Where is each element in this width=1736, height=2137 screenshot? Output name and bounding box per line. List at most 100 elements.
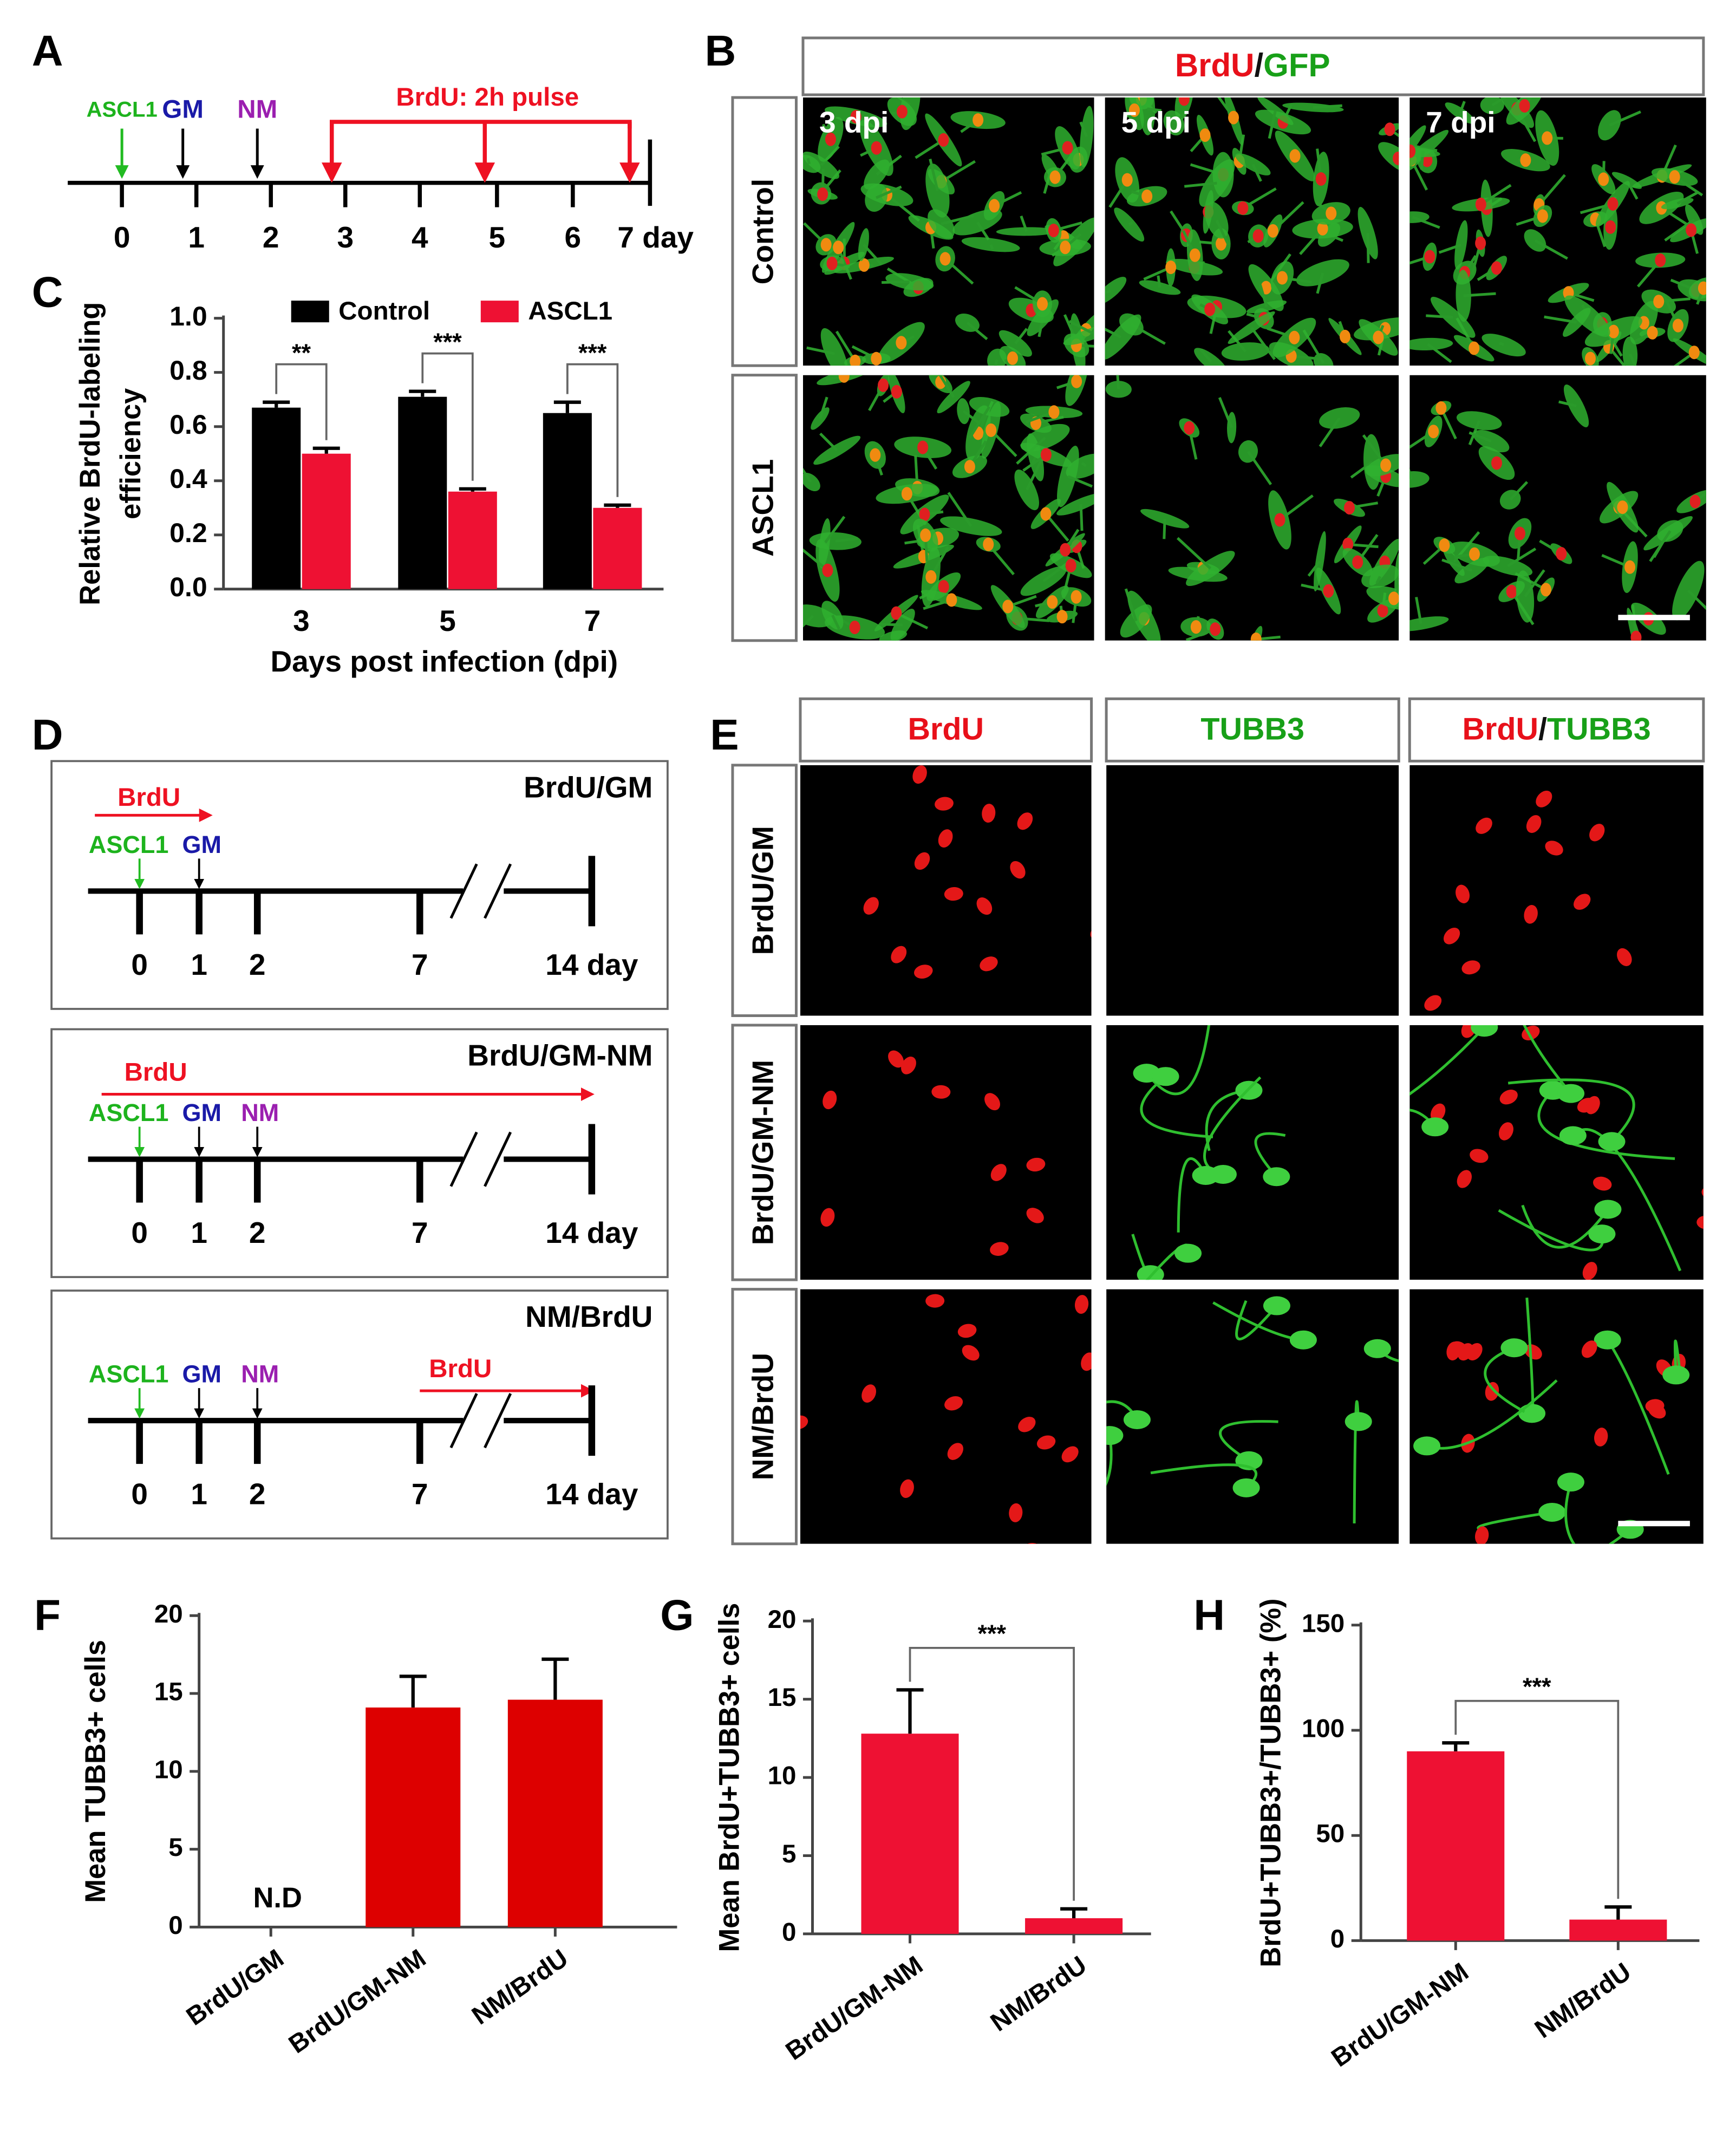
cell-process: [1538, 174, 1566, 206]
scheme-box: [50, 1028, 669, 1278]
nucleus: [1026, 1208, 1044, 1223]
cell-process: [1544, 315, 1577, 324]
neuron-soma: [1263, 1296, 1290, 1315]
y-tick-label: 10: [768, 1762, 797, 1790]
nucleus: [1210, 622, 1221, 636]
error-bar: [399, 1675, 427, 1708]
legend-swatch: [480, 301, 519, 323]
nucleus: [1476, 817, 1492, 834]
nucleus: [1289, 149, 1301, 163]
nucleus: [947, 1443, 963, 1460]
nucleus: [1537, 209, 1548, 223]
nucleus: [863, 897, 879, 915]
header-box: [1408, 697, 1705, 763]
neuron-soma: [1662, 1365, 1690, 1385]
neuron-soma: [1518, 1404, 1546, 1423]
panel-letter: H: [1193, 1591, 1225, 1639]
cell-process: [1409, 430, 1434, 449]
nucleus: [944, 1396, 963, 1411]
legend-label: ASCL1: [528, 297, 612, 325]
cell-body: [1358, 207, 1378, 259]
nucleus: [1049, 170, 1061, 184]
nucleus: [990, 1242, 1009, 1256]
nucleus: [957, 1324, 977, 1338]
panel-letter: D: [32, 711, 63, 759]
nucleus: [986, 423, 997, 437]
cell-process: [1499, 342, 1505, 347]
nucleus: [914, 852, 930, 870]
y-tick-label: 150: [1302, 1609, 1345, 1638]
nucleus: [1574, 894, 1591, 910]
nucleus: [1178, 97, 1190, 106]
nucleus: [1342, 537, 1354, 551]
y-axis-title: Mean TUBB3+ cells: [80, 1640, 112, 1903]
nucleus: [919, 507, 930, 522]
nucleus: [1475, 197, 1486, 211]
neuron-soma: [1500, 1338, 1528, 1358]
marker-label: ASCL1: [89, 1099, 169, 1126]
nucleus: [1617, 948, 1632, 966]
nucleus: [1645, 1399, 1665, 1413]
nucleus: [1474, 1526, 1489, 1544]
error-bar: [1604, 1905, 1632, 1920]
neuron-soma: [1557, 1473, 1584, 1492]
nucleus: [962, 1345, 980, 1361]
cell-process: [1157, 275, 1161, 288]
header: BrdU/TUBB3: [1462, 712, 1650, 747]
cell-process: [962, 410, 980, 425]
bar: [1025, 1918, 1123, 1934]
cell-process: [1199, 348, 1212, 363]
nucleus: [938, 579, 949, 594]
day-label: 6: [565, 220, 582, 254]
nucleus: [1393, 151, 1399, 165]
break-mark: [449, 863, 478, 919]
error-bar: [604, 503, 631, 508]
cell-process: [1375, 576, 1381, 584]
neuron-soma: [1594, 1200, 1622, 1219]
scheme-box: [50, 760, 669, 1010]
significance-bracket: [421, 352, 474, 481]
cell-process: [1068, 320, 1094, 335]
y-axis-title: efficiency: [115, 388, 147, 519]
nucleus: [1204, 302, 1216, 316]
micrograph: [800, 765, 1092, 1016]
nucleus: [944, 887, 963, 901]
y-tick-label: 1.0: [169, 301, 207, 331]
row-label: Control: [746, 179, 779, 285]
nucleus: [1524, 905, 1538, 924]
cell-body: [1282, 102, 1344, 113]
cell-process: [1558, 400, 1577, 407]
cell-process: [941, 160, 976, 183]
nucleus: [888, 1050, 904, 1068]
marker-label: NM: [241, 1360, 279, 1388]
cell-process: [1272, 201, 1304, 232]
header-box: [1105, 697, 1400, 763]
nucleus: [1062, 141, 1073, 155]
micrograph: [800, 1025, 1092, 1280]
header-part: TUBB3: [1547, 712, 1651, 747]
neurite: [1507, 1078, 1635, 1143]
day-label: 0: [131, 948, 148, 981]
nucleus: [935, 797, 954, 811]
cell-process: [1218, 397, 1233, 428]
y-axis-title: Relative BrdU-labeling: [74, 302, 106, 605]
day-label: 2: [249, 948, 266, 981]
cell-body: [1056, 493, 1094, 516]
header: BrdU/GFP: [1175, 47, 1330, 83]
y-tick-label: 10: [154, 1755, 183, 1784]
y-axis-title: Mean BrdU+TUBB3+ cells: [713, 1603, 745, 1952]
day-label: 0: [114, 220, 130, 254]
nucleus: [912, 765, 927, 784]
neurite: [1564, 1481, 1576, 1544]
nucleus: [1373, 330, 1384, 344]
neuron-soma: [1598, 1132, 1626, 1151]
nucleus: [817, 187, 828, 201]
y-tick-label: 0: [1330, 1925, 1345, 1953]
significance-bracket: [909, 1646, 1075, 1901]
y-tick-label: 20: [768, 1605, 797, 1634]
neuron-soma: [1232, 1478, 1260, 1497]
bar: [252, 407, 301, 589]
cell-process: [1176, 537, 1211, 570]
row-label: BrdU/GM: [746, 826, 779, 955]
nucleus: [1461, 960, 1480, 975]
